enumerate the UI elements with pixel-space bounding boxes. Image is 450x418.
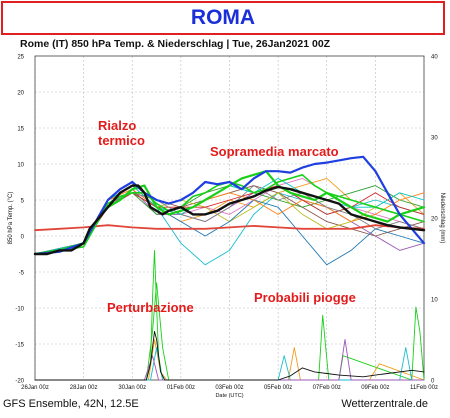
x-tick-label: 28Jan 00z [70,385,98,391]
y-right-tick-label: 20 [431,217,438,223]
annotation-label: termico [98,133,145,148]
x-tick-label: 07Feb 00z [313,385,341,391]
y-right-tick-label: 10 [431,298,438,304]
temp-line-operational [34,174,425,255]
y-tick-label: -10 [15,307,24,313]
y-right-tick-label: 40 [431,55,438,61]
y-tick-label: -5 [19,271,25,277]
temp-line-mean [33,184,426,256]
y-axis-label: 850 hPa Temp. (°C) [8,192,14,245]
y-tick-label: 15 [17,127,24,133]
y-tick-label: 5 [21,199,25,205]
site-credit: Wetterzentrale.de [341,398,428,410]
x-tick-label: 11Feb 00z [410,385,438,391]
y-tick-label: 0 [21,235,25,241]
x-tick-label: 26Jan 00z [21,385,49,391]
y-tick-label: 25 [17,55,24,61]
annotation-label: Sopramedia marcato [210,144,339,159]
annotation-label: Perturbazione [107,300,194,315]
x-tick-label: 01Feb 00z [167,385,195,391]
y-right-axis-label: Niederschlag (mm) [439,193,445,244]
model-source: GFS Ensemble, 42N, 12.5E [3,398,139,410]
x-tick-label: 05Feb 00z [264,385,292,391]
y-right-tick-label: 0 [431,379,435,385]
y-tick-label: 20 [17,91,24,97]
y-tick-label: 10 [17,163,24,169]
temp-line-operational [33,170,426,256]
y-tick-label: -20 [15,379,24,385]
annotation-label: Rialzo [98,118,136,133]
temp-line-climate [34,224,425,232]
x-tick-label: 03Feb 00z [215,385,243,391]
precip-line-member [34,347,425,381]
y-tick-label: -15 [15,343,24,349]
chart-subtitle: Rome (IT) 850 hPa Temp. & Niederschlag |… [20,38,331,50]
x-tick-label: 09Feb 00z [361,385,389,391]
annotation-label: Probabili piogge [254,290,356,305]
temp-line-control [33,155,426,256]
city-banner: ROMA [1,1,445,35]
x-tick-label: 30Jan 00z [118,385,146,391]
city-name: ROMA [190,6,256,29]
precip-line-mean [34,330,425,381]
temp-line-member [34,185,425,255]
x-axis-label: Date (UTC) [215,393,243,399]
precip-line-operational [34,282,425,381]
y-right-tick-label: 30 [431,136,438,142]
